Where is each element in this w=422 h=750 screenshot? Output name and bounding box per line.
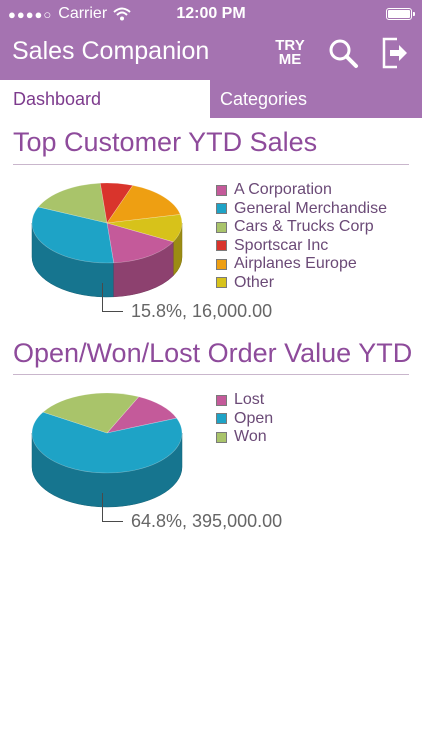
legend-swatch bbox=[216, 413, 227, 425]
legend-label: Won bbox=[234, 428, 267, 446]
legend-item: Open bbox=[216, 410, 273, 429]
pie-slice[interactable] bbox=[106, 214, 183, 243]
legend-item: A Corporation bbox=[216, 181, 387, 200]
legend-swatch bbox=[216, 394, 227, 406]
pie-slice[interactable] bbox=[99, 182, 134, 224]
legend-label: Sportscar Inc bbox=[234, 236, 329, 254]
status-time: 12:00 PM bbox=[176, 5, 246, 22]
legend-label: Cars & Trucks Corp bbox=[234, 218, 374, 236]
pie-slice[interactable] bbox=[106, 185, 181, 224]
app-header: ●●●●○ Carrier 12:00 PM Sales Companion T… bbox=[0, 0, 422, 118]
status-bar: ●●●●○ Carrier 12:00 PM bbox=[0, 0, 422, 28]
try-me-label-line1: TRY bbox=[275, 37, 305, 54]
battery-icon bbox=[386, 8, 415, 20]
legend-swatch bbox=[216, 240, 227, 252]
legend-item: Won bbox=[216, 428, 273, 447]
legend-label: Other bbox=[234, 273, 275, 291]
tab-dashboard[interactable]: Dashboard bbox=[0, 80, 210, 118]
tab-dashboard-label: Dashboard bbox=[13, 89, 102, 109]
legend-swatch bbox=[216, 184, 227, 196]
search-icon[interactable] bbox=[327, 37, 359, 69]
legend-item: Lost bbox=[216, 391, 273, 410]
chart-callout-label: 15.8%, 16,000.00 bbox=[131, 301, 273, 321]
legend-item: General Merchandise bbox=[216, 200, 387, 219]
chart-callout-label: 64.8%, 395,000.00 bbox=[131, 511, 283, 531]
top-customer-pie-chart[interactable] bbox=[22, 175, 192, 325]
signal-strength-icon: ●●●●○ bbox=[8, 6, 53, 22]
legend-item: Cars & Trucks Corp bbox=[216, 218, 387, 237]
legend-label: Open bbox=[234, 409, 274, 427]
try-me-button[interactable]: TRY ME bbox=[272, 37, 308, 68]
callout-leader-line bbox=[102, 493, 123, 522]
legend-swatch bbox=[216, 203, 227, 215]
legend-swatch bbox=[216, 258, 227, 270]
legend-item: Other bbox=[216, 274, 387, 293]
pie-slice[interactable] bbox=[31, 411, 183, 474]
tab-categories-label: Categories bbox=[220, 89, 308, 109]
pie-slice[interactable] bbox=[31, 206, 115, 264]
legend-label: General Merchandise bbox=[234, 199, 387, 217]
section-divider bbox=[13, 374, 409, 375]
legend-swatch bbox=[216, 277, 227, 289]
legend-label: Airplanes Europe bbox=[234, 255, 357, 273]
pie-slice[interactable] bbox=[42, 392, 140, 434]
pie-slice[interactable] bbox=[37, 182, 108, 224]
legend-label: Lost bbox=[234, 391, 265, 409]
callout-leader-line bbox=[102, 283, 123, 312]
wifi-icon bbox=[113, 7, 131, 21]
pie-slice[interactable] bbox=[106, 396, 178, 434]
section-divider bbox=[13, 164, 409, 165]
legend-swatch bbox=[216, 221, 227, 233]
section-title-order-value: Open/Won/Lost Order Value YTD bbox=[13, 338, 413, 368]
order-value-legend: Lost Open Won bbox=[216, 391, 273, 447]
legend-item: Airplanes Europe bbox=[216, 255, 387, 274]
carrier-label: Carrier bbox=[58, 5, 108, 22]
legend-item: Sportscar Inc bbox=[216, 237, 387, 256]
pie-slice[interactable] bbox=[106, 222, 174, 264]
tab-categories[interactable]: Categories bbox=[210, 80, 422, 118]
section-title-top-customer: Top Customer YTD Sales bbox=[13, 127, 318, 157]
order-value-pie-chart[interactable] bbox=[22, 385, 192, 535]
top-customer-legend: A Corporation General Merchandise Cars &… bbox=[216, 181, 387, 292]
try-me-label-line2: ME bbox=[278, 51, 302, 68]
legend-label: A Corporation bbox=[234, 181, 332, 199]
status-left: ●●●●○ Carrier bbox=[8, 5, 131, 23]
app-title: Sales Companion bbox=[12, 37, 210, 65]
logout-icon[interactable] bbox=[380, 36, 410, 70]
legend-swatch bbox=[216, 431, 227, 443]
